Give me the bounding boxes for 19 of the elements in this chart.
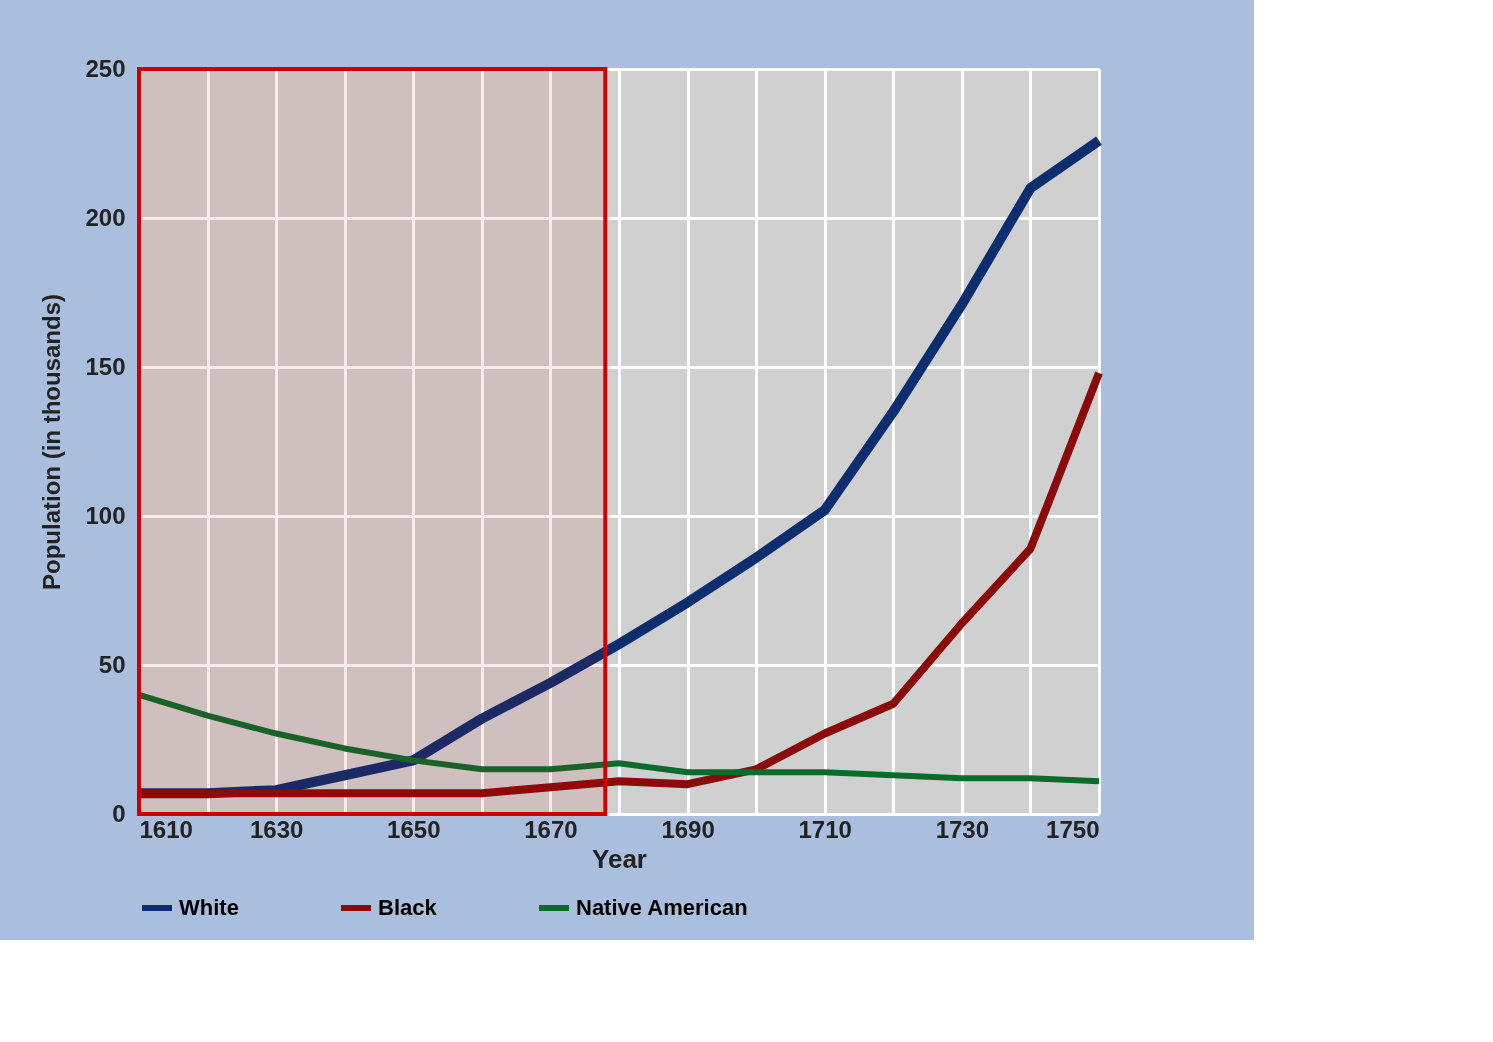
x-tick-label: 1630	[249, 815, 304, 843]
y-tick-label: 50	[98, 650, 126, 678]
x-tick-label: 1710	[798, 815, 852, 843]
x-tick-label: 1730	[935, 815, 990, 843]
x-tick-label: 1610	[139, 815, 193, 843]
x-tick-label: 1750	[1046, 815, 1100, 843]
y-tick-label: 200	[85, 203, 126, 231]
y-axis-title: Population (in thousands)	[38, 294, 66, 590]
y-tick-label: 0	[112, 799, 126, 827]
legend-label: White	[179, 895, 239, 920]
x-tick-label: 1650	[387, 815, 441, 843]
x-tick-label: 1690	[661, 815, 715, 843]
x-axis-title: Year	[592, 843, 647, 874]
legend-label: Black	[378, 895, 438, 920]
y-tick-label: 100	[85, 501, 126, 529]
legend-label: Native American	[576, 895, 748, 920]
y-tick-label: 150	[85, 352, 126, 380]
y-tick-label: 250	[85, 54, 126, 82]
x-tick-label: 1670	[524, 815, 578, 843]
